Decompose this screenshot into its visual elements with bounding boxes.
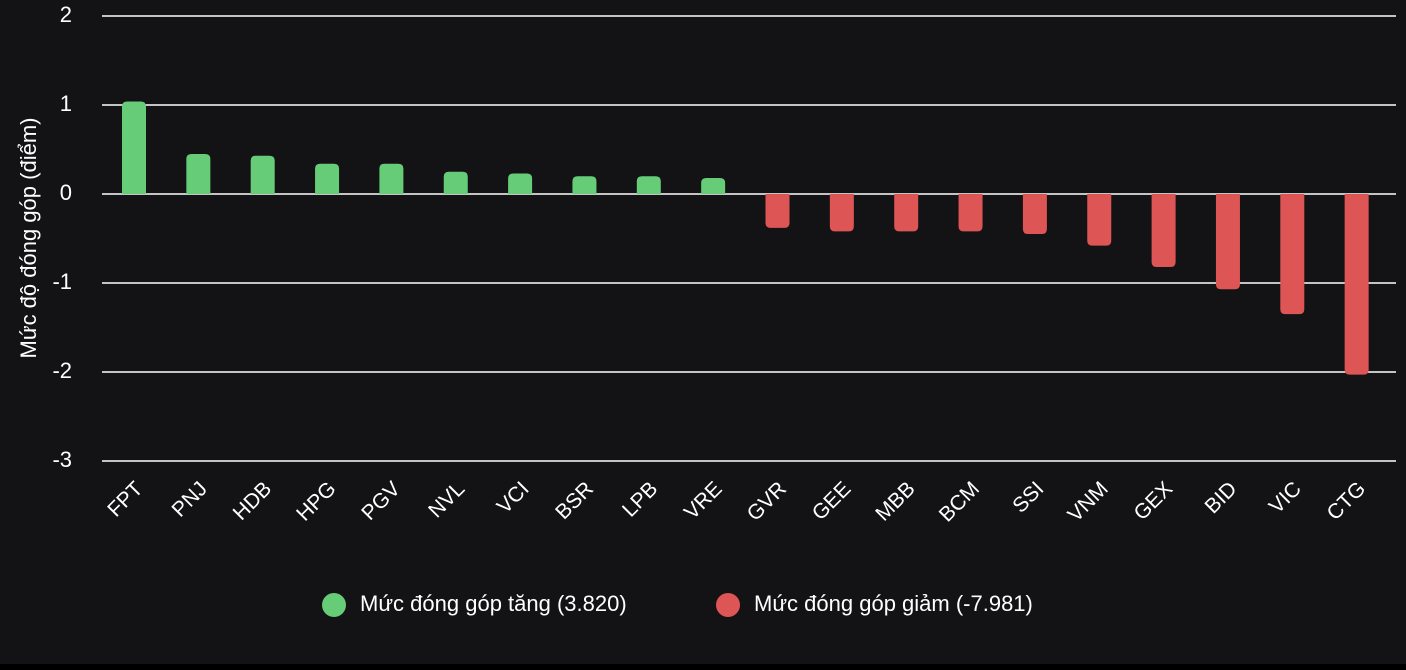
x-tick-label: VCI	[493, 477, 534, 518]
x-tick-label: HDB	[229, 477, 277, 525]
x-tick-label: FPT	[103, 477, 147, 521]
bar-hdb[interactable]	[250, 155, 275, 194]
bar-ssi[interactable]	[1022, 194, 1047, 235]
legend-dot-increase	[322, 593, 346, 617]
bars	[122, 101, 1369, 375]
bar-ctg[interactable]	[1344, 194, 1369, 375]
bar-lpb[interactable]	[636, 176, 661, 194]
x-tick-label: VRE	[680, 477, 727, 524]
y-tick-label: 2	[60, 2, 72, 27]
x-tick-label: MBB	[871, 477, 919, 525]
y-axis-label: Mức độ đóng góp (điểm)	[16, 118, 41, 359]
bar-gvr[interactable]	[765, 194, 790, 228]
bar-gex[interactable]	[1151, 194, 1176, 267]
x-tick-label: BID	[1200, 477, 1241, 518]
x-tick-label: GVR	[743, 477, 791, 525]
y-tick-label: 1	[60, 91, 72, 116]
x-tick-label: PGV	[357, 477, 405, 525]
bar-mbb[interactable]	[894, 194, 919, 232]
legend-dot-decrease	[716, 593, 740, 617]
x-tick-label: VIC	[1265, 477, 1306, 518]
x-tick-label: BSR	[551, 477, 598, 524]
grid-lines	[102, 15, 1396, 462]
legend-item-increase[interactable]: Mức đóng góp tăng (3.820)	[322, 591, 627, 617]
y-tick-label: -1	[52, 269, 72, 294]
bar-bsr[interactable]	[572, 176, 597, 194]
y-tick-label: 0	[60, 180, 72, 205]
legend-label-increase: Mức đóng góp tăng (3.820)	[360, 591, 627, 616]
x-tick-label: HPG	[292, 477, 340, 525]
bar-pnj[interactable]	[186, 153, 211, 194]
x-tick-label: BCM	[935, 477, 984, 526]
bar-vci[interactable]	[508, 173, 533, 194]
x-tick-label: SSI	[1008, 477, 1048, 517]
x-tick-label: GEX	[1130, 477, 1178, 525]
y-axis-ticks: 2 1 0 -1 -2 -3	[52, 2, 72, 472]
legend-label-decrease: Mức đóng góp giảm (-7.981)	[754, 591, 1033, 616]
y-tick-label: -2	[52, 358, 72, 383]
x-axis-ticks: FPT PNJ HDB HPG PGV NVL VCI BSR LPB VRE GVR GEE MBB B…	[103, 477, 1370, 526]
x-tick-label: CTG	[1323, 477, 1371, 525]
legend-item-decrease[interactable]: Mức đóng góp giảm (-7.981)	[716, 591, 1033, 617]
bar-vre[interactable]	[701, 177, 726, 194]
x-tick-label: GEE	[808, 477, 856, 525]
legend: Mức đóng góp tăng (3.820) Mức đóng góp g…	[322, 591, 1033, 617]
bar-pgv[interactable]	[379, 163, 404, 194]
bar-fpt[interactable]	[122, 101, 146, 194]
bar-bcm[interactable]	[958, 194, 983, 232]
x-tick-label: PNJ	[168, 477, 212, 521]
bar-vic[interactable]	[1280, 194, 1305, 315]
bar-hpg[interactable]	[315, 163, 340, 194]
bar-vnm[interactable]	[1087, 194, 1112, 246]
bar-nvl[interactable]	[443, 171, 468, 194]
bar-gee[interactable]	[829, 194, 854, 232]
x-tick-label: VNM	[1064, 477, 1113, 526]
x-tick-label: NVL	[424, 477, 469, 522]
bar-bid[interactable]	[1215, 194, 1240, 290]
x-tick-label: LPB	[618, 477, 662, 521]
y-tick-label: -3	[52, 447, 72, 472]
